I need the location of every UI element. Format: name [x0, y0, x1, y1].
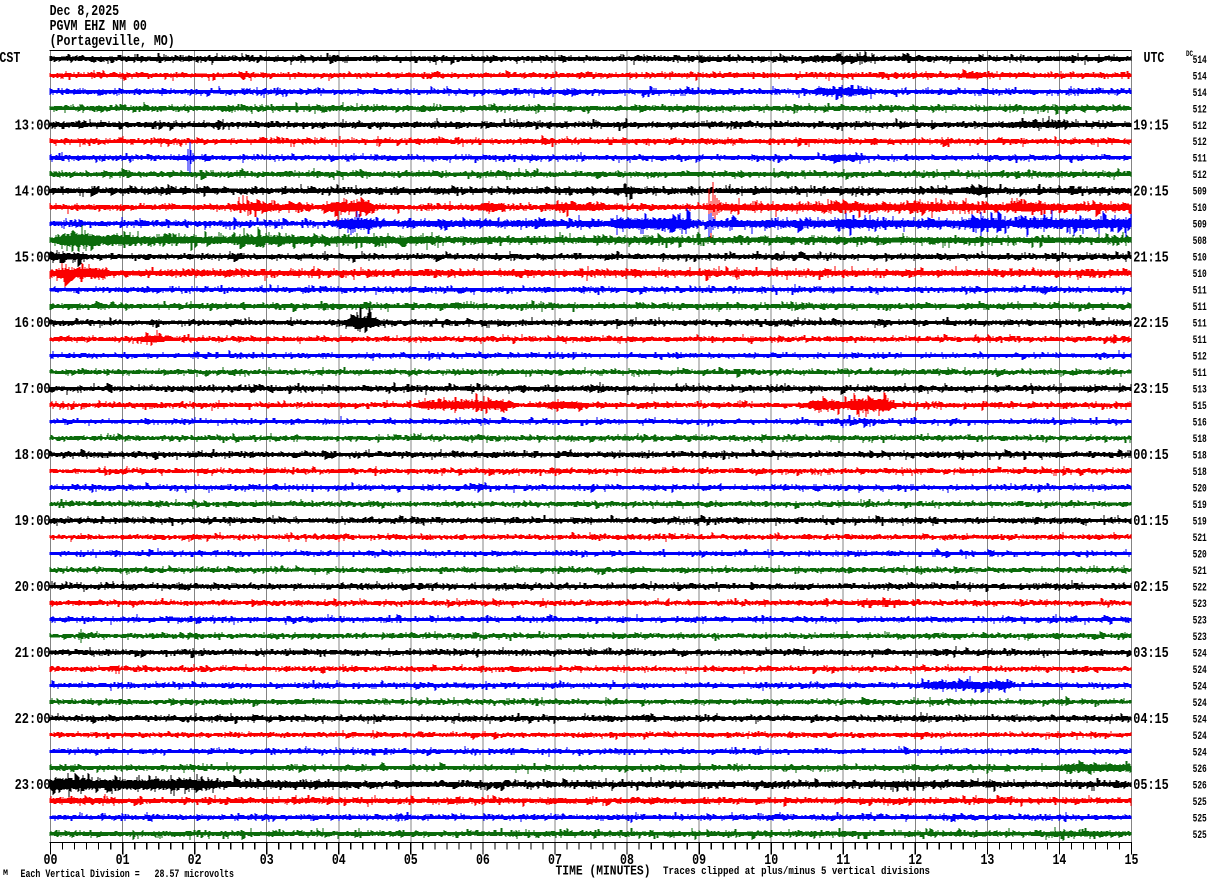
svg-text:17:00: 17:00	[15, 381, 51, 398]
svg-text:519: 519	[1193, 500, 1207, 512]
svg-text:22:00: 22:00	[15, 711, 51, 728]
svg-text:520: 520	[1193, 550, 1207, 562]
svg-text:521: 521	[1193, 533, 1207, 545]
svg-text:510: 510	[1193, 253, 1207, 265]
svg-text:15:00: 15:00	[15, 249, 51, 266]
svg-text:523: 523	[1193, 599, 1207, 611]
svg-text:13:00: 13:00	[15, 117, 51, 134]
svg-text:23:15: 23:15	[1133, 381, 1168, 398]
svg-text:512: 512	[1193, 121, 1207, 133]
svg-text:511: 511	[1193, 302, 1207, 314]
svg-text:01: 01	[116, 852, 130, 869]
svg-text:TIME (MINUTES): TIME (MINUTES)	[556, 865, 651, 880]
svg-text:PGVM EHZ NM 00: PGVM EHZ NM 00	[50, 18, 147, 35]
svg-text:518: 518	[1193, 451, 1207, 463]
svg-text:524: 524	[1193, 681, 1207, 693]
svg-text:514: 514	[1193, 88, 1207, 100]
svg-text:00: 00	[44, 852, 58, 869]
svg-text:02:15: 02:15	[1133, 579, 1168, 596]
svg-text:513: 513	[1193, 385, 1207, 397]
svg-text:520: 520	[1193, 484, 1207, 496]
svg-text:524: 524	[1193, 665, 1207, 677]
svg-text:518: 518	[1193, 467, 1207, 479]
svg-text:M: M	[3, 869, 8, 878]
svg-text:01:15: 01:15	[1133, 513, 1168, 530]
svg-text:514: 514	[1193, 71, 1207, 83]
svg-text:521: 521	[1193, 566, 1207, 578]
svg-text:21:15: 21:15	[1133, 249, 1168, 266]
svg-text:511: 511	[1193, 286, 1207, 298]
svg-text:14: 14	[1052, 852, 1066, 869]
svg-text:06: 06	[476, 852, 490, 869]
svg-text:524: 524	[1193, 731, 1207, 743]
svg-text:Dec 8,2025: Dec 8,2025	[50, 3, 120, 20]
svg-text:526: 526	[1193, 764, 1207, 776]
svg-text:510: 510	[1193, 269, 1207, 281]
svg-text:04:15: 04:15	[1133, 711, 1168, 728]
svg-text:511: 511	[1193, 154, 1207, 166]
svg-text:03: 03	[260, 852, 274, 869]
svg-text:524: 524	[1193, 648, 1207, 660]
svg-text:Each Vertical Division = 28.: Each Vertical Division = 28.57 microvolt…	[21, 869, 235, 881]
svg-text:514: 514	[1193, 55, 1207, 67]
svg-text:Traces clipped at plus/minus 5: Traces clipped at plus/minus 5 vertical …	[663, 866, 930, 878]
svg-text:512: 512	[1193, 137, 1207, 149]
svg-text:526: 526	[1193, 780, 1207, 792]
svg-text:516: 516	[1193, 418, 1207, 430]
svg-text:23:00: 23:00	[15, 777, 51, 794]
svg-text:525: 525	[1193, 797, 1207, 809]
svg-text:15: 15	[1125, 852, 1139, 869]
svg-text:DC: DC	[1186, 50, 1193, 59]
svg-text:13: 13	[980, 852, 994, 869]
svg-text:511: 511	[1193, 368, 1207, 380]
svg-text:02: 02	[188, 852, 202, 869]
svg-text:511: 511	[1193, 319, 1207, 331]
svg-text:518: 518	[1193, 434, 1207, 446]
svg-text:21:00: 21:00	[15, 645, 51, 662]
svg-text:509: 509	[1193, 220, 1207, 232]
svg-text:523: 523	[1193, 632, 1207, 644]
svg-text:515: 515	[1193, 401, 1207, 413]
svg-text:03:15: 03:15	[1133, 645, 1168, 662]
svg-text:525: 525	[1193, 813, 1207, 825]
svg-text:20:15: 20:15	[1133, 183, 1168, 200]
svg-text:10: 10	[764, 852, 778, 869]
svg-text:14:00: 14:00	[15, 183, 51, 200]
svg-text:CST: CST	[0, 50, 20, 67]
svg-text:18:00: 18:00	[15, 447, 51, 464]
svg-text:UTC: UTC	[1144, 50, 1165, 67]
svg-text:08: 08	[620, 852, 634, 869]
svg-text:07: 07	[548, 852, 562, 869]
svg-text:508: 508	[1193, 236, 1207, 248]
svg-text:519: 519	[1193, 517, 1207, 529]
svg-text:04: 04	[332, 852, 346, 869]
svg-text:09: 09	[692, 852, 706, 869]
svg-text:511: 511	[1193, 335, 1207, 347]
svg-text:05:15: 05:15	[1133, 777, 1168, 794]
svg-text:12: 12	[908, 852, 922, 869]
svg-text:510: 510	[1193, 203, 1207, 215]
svg-text:525: 525	[1193, 830, 1207, 842]
svg-text:523: 523	[1193, 615, 1207, 627]
svg-text:19:00: 19:00	[15, 513, 51, 530]
svg-text:11: 11	[836, 852, 850, 869]
svg-text:16:00: 16:00	[15, 315, 51, 332]
svg-text:512: 512	[1193, 104, 1207, 116]
svg-text:19:15: 19:15	[1133, 117, 1168, 134]
svg-text:512: 512	[1193, 352, 1207, 364]
svg-text:(Portageville, MO): (Portageville, MO)	[50, 33, 175, 50]
svg-text:509: 509	[1193, 187, 1207, 199]
svg-text:22:15: 22:15	[1133, 315, 1168, 332]
svg-text:00:15: 00:15	[1133, 447, 1168, 464]
svg-text:20:00: 20:00	[15, 579, 51, 596]
svg-text:524: 524	[1193, 747, 1207, 759]
svg-text:522: 522	[1193, 583, 1207, 595]
svg-text:512: 512	[1193, 170, 1207, 182]
svg-text:05: 05	[404, 852, 418, 869]
svg-text:524: 524	[1193, 698, 1207, 710]
svg-text:524: 524	[1193, 714, 1207, 726]
